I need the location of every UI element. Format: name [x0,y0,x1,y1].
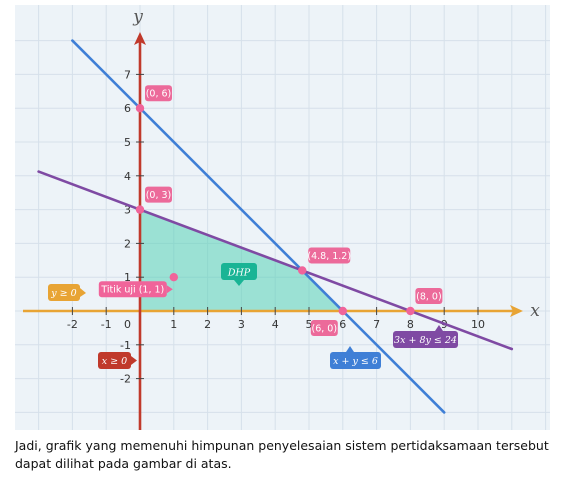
tag-x-geq-0: x ≥ 0 [98,352,137,369]
constraint-lines [37,39,514,414]
point-label: (4.8, 1.2) [307,251,351,262]
line-3x-plus-8y [37,170,514,351]
tag-3x-plus-8y-text: 3x + 8y ≤ 24 [394,335,457,346]
test-point-label-pointer [166,285,173,294]
test-point-label: Titik uji (1, 1) [100,285,164,296]
x-tick-label: 7 [373,318,380,331]
y-tick-label: 4 [124,170,131,183]
x-tick-label: 4 [272,318,279,331]
region-label-text: DHP [227,268,251,279]
grid-lines [15,5,550,430]
y-tick-label: -2 [120,373,131,386]
tag-y-geq-0: y ≥ 0 [48,284,86,301]
x-tick-label: 8 [407,318,414,331]
tag-x-geq-0-text: x ≥ 0 [102,356,127,367]
point-label-box [145,85,172,102]
x-tick-label: 6 [339,318,346,331]
point-marker [135,104,145,113]
y-tick-label: 5 [124,136,131,149]
x-axis-name: x [530,301,540,321]
x-tick-label: 3 [238,318,245,331]
y-tick-label: 6 [124,102,131,115]
point-marker [298,266,307,275]
plot-background [15,5,550,430]
solution-region [140,209,343,311]
x-tick-label: -2 [67,318,78,331]
point-label-box [310,320,338,336]
y-tick-label: 7 [124,68,131,81]
point-marker [135,205,145,214]
origin-label: 0 [124,318,131,331]
x-tick-label: 1 [170,318,177,331]
point-label: (0, 3) [146,190,172,201]
y-tick-label: -1 [120,339,131,352]
y-axis-name: y [132,7,143,27]
point-label-box [415,288,443,304]
point-marker [406,306,415,316]
intersection-points: (0, 6) (0, 3) (4.8, 1.2) (6, 0) (8, 0) Titik … [98,85,443,336]
tag-x-plus-y-text: x + y ≤ 6 [333,356,378,367]
point-label-box [308,247,351,264]
y-tick-label: 1 [124,271,131,284]
x-tick-label: -1 [101,318,112,331]
point-marker [338,306,347,316]
line-x-plus-y [71,39,446,414]
point-label: (0, 6) [146,89,172,100]
tag-3x-plus-8y: 3x + 8y ≤ 24 [393,325,458,348]
x-tick-label: 10 [471,318,485,331]
x-tick-label: 2 [204,318,211,331]
y-axis-arrow [134,32,146,45]
point-label: (6, 0) [312,324,338,335]
x-tick-label: 5 [306,318,313,331]
y-tick-label: 3 [124,204,131,217]
y-tick-label: 2 [124,237,131,250]
test-point-label-box [98,281,167,298]
tag-x-plus-y: x + y ≤ 6 [330,346,381,369]
point-marker [169,273,178,282]
region-label: DHP [221,263,257,286]
x-axis-arrow [510,305,523,317]
point-label-box [145,186,172,203]
tag-y-geq-0-text: y ≥ 0 [50,288,76,299]
caption-text: Jadi, grafik yang memenuhi himpunan peny… [15,438,549,471]
point-label: (8, 0) [416,292,442,303]
